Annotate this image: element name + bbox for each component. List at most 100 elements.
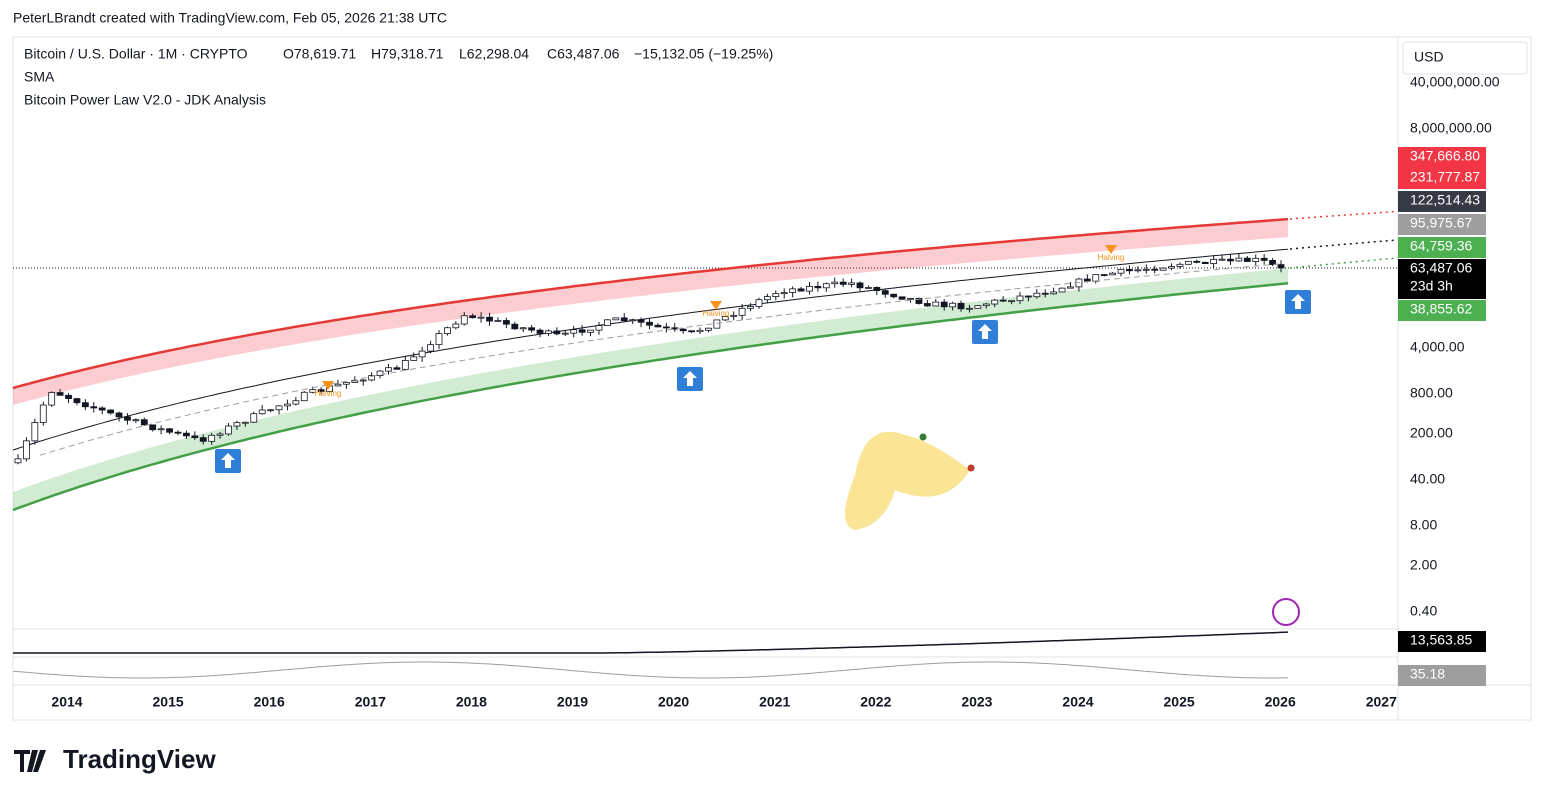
candle-body	[1016, 295, 1024, 302]
candle-body	[1176, 263, 1184, 267]
candle-body	[570, 329, 578, 334]
candle-body	[241, 421, 249, 424]
candle-body	[696, 329, 704, 333]
candle-body	[831, 281, 839, 285]
logo-mark	[14, 750, 46, 772]
candle-body	[140, 419, 148, 426]
candle-body	[604, 319, 611, 326]
candle-body	[545, 330, 552, 334]
projection	[1289, 257, 1396, 269]
header: PeterLBrandt created with TradingView.co…	[13, 10, 447, 26]
candle-body	[14, 458, 22, 464]
candle-body	[1260, 257, 1268, 261]
candle-body	[23, 440, 30, 460]
price-tag	[1398, 631, 1486, 652]
price-tag-text: 95,975.67	[1410, 215, 1472, 231]
candle-body	[418, 350, 426, 358]
year-label: 2019	[557, 694, 588, 710]
candle-body	[258, 409, 266, 415]
price-label: 40,000,000.00	[1410, 74, 1500, 90]
halving-label: Halving	[315, 389, 342, 398]
price-tag	[1398, 300, 1486, 321]
year-label: 2021	[759, 694, 790, 710]
price-tag	[1398, 259, 1486, 299]
price-tag	[1398, 191, 1486, 212]
candle-body	[974, 305, 982, 309]
candle-body	[511, 323, 519, 330]
candle-body	[999, 299, 1007, 302]
legend-value: C63,487.06	[547, 46, 620, 62]
legend-indicator: Bitcoin Power Law V2.0 - JDK Analysis	[24, 92, 266, 108]
candle-body	[90, 406, 98, 409]
lower-band-line	[12, 281, 1289, 512]
candle-body	[132, 419, 140, 422]
legend-symbol: Bitcoin / U.S. Dollar · 1M · CRYPTO	[24, 46, 248, 62]
candle-body	[940, 301, 948, 308]
price-tag	[1398, 168, 1486, 189]
candle-body	[149, 424, 157, 431]
candle-body	[300, 391, 308, 402]
candle-body	[1142, 268, 1150, 271]
candle-body	[553, 330, 561, 335]
legend-value: H79,318.71	[371, 46, 444, 62]
candle-body	[1117, 268, 1125, 274]
price-label: 8.00	[1410, 517, 1437, 533]
candle-body	[284, 403, 291, 407]
price-label: 800.00	[1410, 385, 1453, 401]
candle-body	[494, 320, 502, 322]
year-label: 2027	[1366, 694, 1397, 710]
year-label: 2023	[961, 694, 992, 710]
candle-body	[342, 382, 350, 385]
year-label: 2025	[1164, 694, 1195, 710]
candle-body	[225, 425, 232, 435]
candle-body	[629, 319, 637, 322]
candle-body	[789, 288, 797, 293]
candle-body	[1083, 278, 1091, 282]
currency[interactable]: USD	[1414, 49, 1444, 65]
legend-ohlc: O78,619.71 H79,318.71 L62,298.04 C63,487.06…	[283, 46, 773, 62]
candle-body	[679, 328, 687, 332]
year-label: 2026	[1265, 694, 1296, 710]
candle-body	[1168, 266, 1175, 269]
price-label: 200.00	[1410, 425, 1453, 441]
watermark-dot	[967, 464, 975, 472]
candle-body	[427, 344, 434, 352]
candle-body	[292, 400, 300, 405]
watermark	[845, 431, 970, 530]
logo: TradingView	[14, 744, 216, 774]
currency-button[interactable]	[1402, 41, 1528, 75]
price-label: 0.40	[1410, 603, 1437, 619]
candle-body	[39, 404, 47, 423]
candle-body	[359, 379, 367, 382]
candle-body	[368, 375, 376, 381]
price-label: 40.00	[1410, 471, 1445, 487]
candle-body	[1277, 264, 1285, 269]
price-tag-sub: 23d 3h	[1410, 278, 1453, 294]
candle-body	[115, 412, 123, 418]
oscillator	[12, 661, 1288, 679]
candle-body	[401, 360, 409, 370]
candle-body	[1193, 260, 1201, 263]
candle-body	[1227, 258, 1234, 262]
candle-body	[898, 296, 906, 300]
candle-body	[1218, 258, 1226, 261]
candle-body	[452, 323, 460, 329]
candle-body	[890, 293, 898, 298]
candle-body	[1201, 261, 1209, 265]
volume-sma	[13, 631, 1289, 654]
candle-body	[1252, 257, 1260, 262]
fair-value-line	[12, 248, 1289, 451]
candle-body	[923, 303, 931, 307]
candle-body	[587, 329, 594, 333]
candle-body	[309, 389, 317, 393]
candle-body	[1210, 258, 1218, 265]
candle-body	[797, 288, 805, 292]
buy-arrow	[978, 324, 992, 339]
candle-body	[1008, 300, 1015, 303]
candle-body	[688, 330, 695, 333]
candle-body	[393, 367, 401, 370]
plot-area: Halving Halving Halving	[12, 210, 1396, 679]
candle-body	[199, 437, 207, 442]
candle-body	[385, 367, 392, 372]
legend-value: −15,132.05 (−19.25%)	[634, 46, 773, 62]
